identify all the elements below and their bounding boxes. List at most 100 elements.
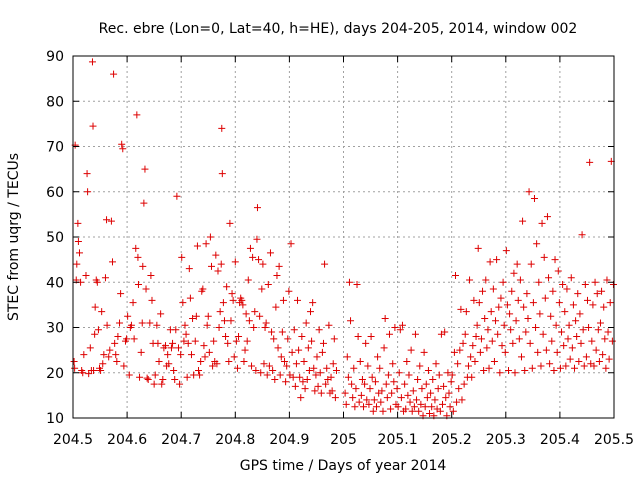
data-point (387, 405, 395, 413)
data-point (522, 328, 530, 336)
data-point (243, 337, 251, 345)
data-point (329, 360, 337, 368)
x-tick-label: 205.3 (486, 432, 526, 448)
data-point (222, 333, 230, 341)
data-point (348, 380, 356, 388)
data-point (450, 348, 458, 356)
data-point (148, 296, 156, 304)
data-point (259, 260, 267, 268)
data-point (503, 301, 511, 309)
data-point (136, 373, 144, 381)
data-point (370, 396, 378, 404)
data-point (191, 337, 199, 345)
data-point (258, 285, 266, 293)
data-point (225, 357, 233, 365)
data-point (498, 342, 506, 350)
data-point (415, 407, 423, 415)
data-point (180, 337, 188, 345)
data-point (295, 346, 303, 354)
data-point (480, 366, 488, 374)
data-point (365, 400, 373, 408)
x-tick-label: 204.8 (215, 432, 255, 448)
data-point (460, 380, 468, 388)
x-tick-label: 204.9 (269, 432, 309, 448)
data-point (319, 339, 327, 347)
data-point (391, 324, 399, 331)
data-point (490, 357, 498, 365)
data-point (294, 296, 302, 304)
data-point (446, 403, 454, 411)
data-point (566, 355, 574, 363)
data-point (158, 380, 166, 388)
data-point (589, 301, 597, 309)
data-point (220, 317, 228, 325)
y-tick-label: 10 (46, 411, 64, 427)
data-point (344, 373, 352, 381)
data-point (290, 326, 298, 334)
data-point (424, 366, 432, 374)
data-point (429, 376, 437, 384)
x-tick-label: 205.4 (540, 432, 580, 448)
data-point (142, 285, 150, 293)
data-point (582, 353, 590, 361)
x-tick-label: 205.2 (432, 432, 472, 448)
data-point (213, 360, 221, 368)
data-point (596, 319, 604, 327)
data-point (323, 364, 331, 372)
data-point (573, 333, 581, 341)
data-point (291, 382, 299, 390)
data-point (397, 394, 405, 402)
data-point (548, 337, 556, 345)
data-point (527, 260, 535, 268)
data-point (551, 256, 559, 264)
data-point (315, 326, 323, 334)
x-tick-label: 204.7 (161, 432, 201, 448)
data-point (107, 217, 115, 225)
data-point (260, 360, 268, 368)
data-point (187, 351, 195, 359)
data-point (272, 303, 280, 311)
data-point (540, 253, 548, 261)
grid (73, 56, 614, 418)
data-point (467, 353, 475, 361)
data-point (287, 240, 295, 248)
data-point (455, 385, 463, 393)
data-point (173, 192, 181, 200)
x-tick-label: 205.5 (594, 432, 634, 448)
data-point (516, 276, 524, 284)
data-point (389, 360, 397, 368)
data-point (303, 376, 311, 384)
data-point (571, 364, 579, 372)
data-point (124, 312, 132, 320)
data-point (416, 362, 424, 370)
data-point (91, 303, 99, 311)
data-point (528, 364, 536, 372)
data-point (505, 366, 513, 374)
data-point (248, 362, 256, 370)
data-point (390, 378, 398, 386)
data-point (601, 335, 609, 343)
data-point (83, 170, 91, 178)
data-point (469, 342, 477, 350)
x-tick-label: 205.1 (378, 432, 418, 448)
data-point (201, 353, 209, 361)
data-point (100, 351, 108, 359)
data-point (492, 317, 500, 325)
data-point (414, 376, 422, 384)
data-point (276, 371, 284, 379)
data-point (606, 299, 614, 307)
data-point (117, 290, 125, 298)
data-point (402, 405, 410, 413)
data-point (271, 376, 279, 384)
data-point (595, 357, 603, 365)
data-point (461, 330, 469, 338)
axis-ticks: 204.5 204.6 204.7 204.8 204.9 205 205.1 205.2 20… (46, 49, 634, 448)
data-point (374, 353, 382, 361)
data-point (242, 310, 250, 318)
data-point (599, 351, 607, 359)
data-point (80, 351, 88, 359)
data-point (536, 310, 544, 318)
data-point (200, 342, 208, 350)
data-point (250, 324, 258, 331)
